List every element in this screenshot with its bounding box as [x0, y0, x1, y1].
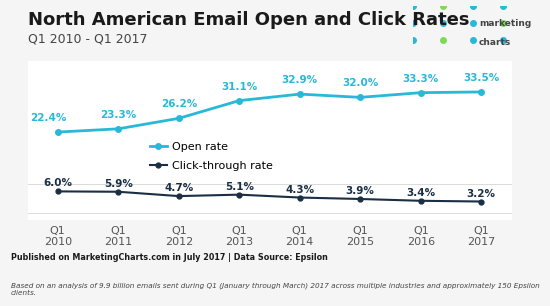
Text: 5.9%: 5.9%	[104, 179, 133, 189]
Text: 32.0%: 32.0%	[342, 78, 378, 88]
Text: 33.3%: 33.3%	[403, 74, 439, 84]
Text: 4.3%: 4.3%	[285, 185, 314, 195]
Text: 3.2%: 3.2%	[467, 188, 496, 199]
Text: 4.7%: 4.7%	[164, 183, 194, 193]
Text: 6.0%: 6.0%	[43, 178, 72, 188]
Text: marketing: marketing	[479, 19, 531, 28]
Text: Based on an analysis of 9.9 billion emails sent during Q1 (January through March: Based on an analysis of 9.9 billion emai…	[11, 282, 540, 296]
Text: Q1 2010 - Q1 2017: Q1 2010 - Q1 2017	[28, 32, 147, 45]
Text: North American Email Open and Click Rates: North American Email Open and Click Rate…	[28, 11, 469, 29]
Text: Published on MarketingCharts.com in July 2017 | Data Source: Epsilon: Published on MarketingCharts.com in July…	[11, 253, 328, 263]
Text: 22.4%: 22.4%	[30, 113, 67, 123]
Text: charts: charts	[479, 38, 512, 47]
Text: 23.3%: 23.3%	[100, 110, 136, 120]
Text: 5.1%: 5.1%	[225, 182, 254, 192]
Legend: Open rate, Click-through rate: Open rate, Click-through rate	[145, 138, 277, 176]
Text: 31.1%: 31.1%	[221, 82, 257, 91]
Text: 26.2%: 26.2%	[161, 99, 197, 109]
Text: 33.5%: 33.5%	[463, 73, 499, 83]
Text: 32.9%: 32.9%	[282, 75, 318, 85]
Text: 3.9%: 3.9%	[346, 186, 375, 196]
Text: 3.4%: 3.4%	[406, 188, 435, 198]
